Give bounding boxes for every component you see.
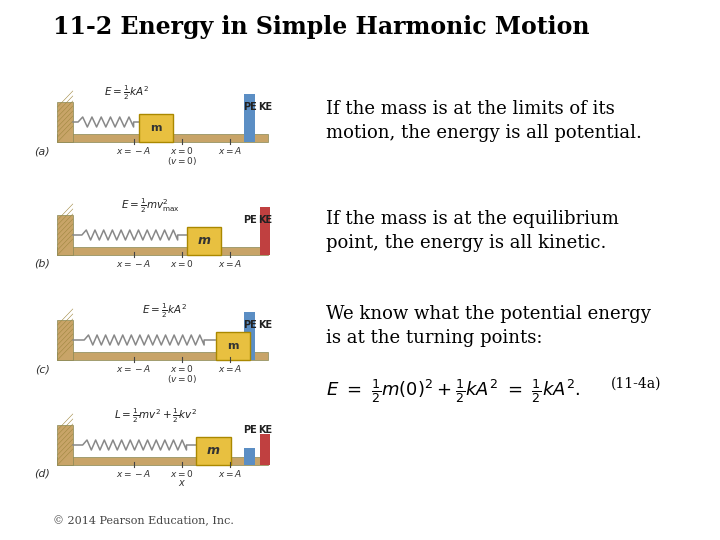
- Bar: [58, 457, 268, 465]
- Text: © 2014 Pearson Education, Inc.: © 2014 Pearson Education, Inc.: [53, 516, 233, 526]
- Text: $x=0$: $x=0$: [170, 145, 194, 156]
- Text: KE: KE: [258, 320, 272, 330]
- Bar: [58, 134, 268, 142]
- Text: If the mass is at the equilibrium
point, the energy is all kinetic.: If the mass is at the equilibrium point,…: [325, 210, 618, 252]
- Text: $E=\frac{1}{2}mv^2_{\mathrm{max}}$: $E=\frac{1}{2}mv^2_{\mathrm{max}}$: [121, 197, 180, 215]
- Bar: [244, 94, 255, 142]
- Text: PE: PE: [243, 320, 256, 330]
- Bar: [58, 425, 73, 465]
- Text: PE: PE: [243, 102, 256, 112]
- Text: m: m: [227, 341, 238, 351]
- Text: m: m: [150, 123, 162, 133]
- Bar: [186, 227, 221, 255]
- Text: If the mass is at the limits of its
motion, the energy is all potential.: If the mass is at the limits of its moti…: [325, 100, 642, 143]
- Text: $x=-A$: $x=-A$: [117, 363, 152, 374]
- Text: $E=\frac{1}{2}kA^2$: $E=\frac{1}{2}kA^2$: [143, 301, 187, 320]
- Bar: [58, 102, 73, 142]
- Text: $x=A$: $x=A$: [218, 468, 242, 479]
- Text: PE: PE: [243, 425, 256, 435]
- Bar: [58, 352, 268, 360]
- Bar: [58, 320, 73, 360]
- Text: KE: KE: [258, 102, 272, 112]
- Text: (11-4a): (11-4a): [611, 377, 661, 391]
- Text: $L=\frac{1}{2}mv^2+\frac{1}{2}kv^2$: $L=\frac{1}{2}mv^2+\frac{1}{2}kv^2$: [114, 407, 197, 425]
- Bar: [244, 312, 255, 360]
- Text: $x=-A$: $x=-A$: [117, 145, 152, 156]
- Text: (a): (a): [34, 146, 50, 156]
- Text: KE: KE: [258, 215, 272, 225]
- Text: $x$: $x$: [178, 478, 186, 488]
- Text: $(v=0)$: $(v=0)$: [167, 155, 197, 167]
- Bar: [244, 448, 255, 465]
- Text: m: m: [207, 444, 220, 457]
- Text: 11-2 Energy in Simple Harmonic Motion: 11-2 Energy in Simple Harmonic Motion: [53, 15, 589, 39]
- Bar: [197, 437, 231, 465]
- Text: $E=\frac{1}{2}kA^2$: $E=\frac{1}{2}kA^2$: [104, 84, 149, 102]
- Text: PE: PE: [243, 215, 256, 225]
- Text: (d): (d): [34, 469, 50, 479]
- Bar: [260, 434, 270, 465]
- Bar: [215, 332, 250, 360]
- Text: $E \ = \ \frac{1}{2}m(0)^2 + \frac{1}{2}kA^2 \ = \ \frac{1}{2}kA^2.$: $E \ = \ \frac{1}{2}m(0)^2 + \frac{1}{2}…: [325, 377, 580, 405]
- Text: KE: KE: [258, 425, 272, 435]
- Bar: [58, 215, 73, 255]
- Text: $x=A$: $x=A$: [218, 258, 242, 269]
- Bar: [260, 207, 270, 255]
- Text: (b): (b): [34, 259, 50, 269]
- Text: $x=A$: $x=A$: [218, 145, 242, 156]
- Text: (c): (c): [35, 364, 50, 374]
- Text: $x=-A$: $x=-A$: [117, 468, 152, 479]
- Bar: [139, 114, 174, 142]
- Text: $x=0$: $x=0$: [170, 258, 194, 269]
- Text: $x=0$: $x=0$: [170, 468, 194, 479]
- Bar: [58, 247, 268, 255]
- Text: m: m: [197, 234, 210, 247]
- Text: $(v=0)$: $(v=0)$: [167, 373, 197, 385]
- Text: $x=A$: $x=A$: [218, 363, 242, 374]
- Text: $x=-A$: $x=-A$: [117, 258, 152, 269]
- Text: $x=0$: $x=0$: [170, 363, 194, 374]
- Text: We know what the potential energy
is at the turning points:: We know what the potential energy is at …: [325, 305, 651, 347]
